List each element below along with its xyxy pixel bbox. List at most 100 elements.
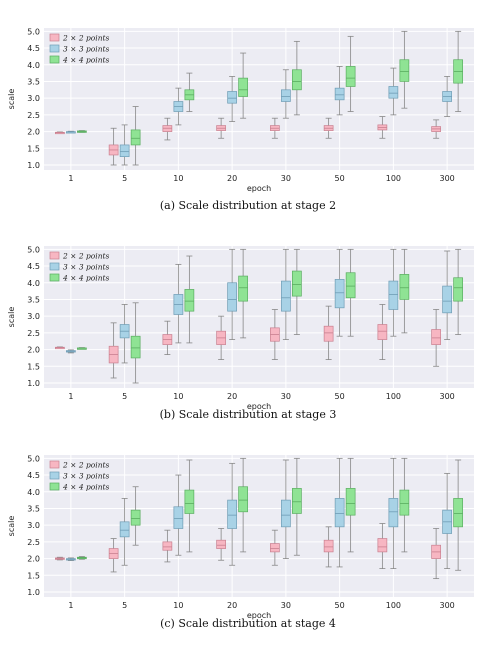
x-tick-label: 10 — [173, 601, 183, 610]
box-body — [119, 144, 130, 157]
box-2-2-points-1 — [55, 556, 65, 561]
box-body — [345, 488, 356, 516]
legend-label: 3 × 3 points — [63, 45, 110, 54]
y-tick-label: 1.0 — [27, 379, 40, 388]
plot-area — [44, 246, 474, 388]
box-4-4-points-10 — [184, 459, 195, 553]
box-2-2-points-100 — [377, 523, 388, 570]
box-4-4-points-20 — [238, 52, 248, 119]
box-body — [334, 279, 345, 309]
box-body — [399, 489, 410, 516]
x-tick-label: 300 — [439, 392, 454, 401]
box-4-4-points-5 — [130, 106, 141, 166]
legend-label: 2 × 2 points — [62, 461, 110, 470]
y-tick-label: 4.0 — [27, 61, 40, 70]
box-3-3-points-100 — [388, 67, 399, 116]
plot-area — [44, 455, 474, 597]
y-tick-label: 4.0 — [27, 279, 40, 288]
legend-swatch — [49, 262, 60, 271]
x-tick-label: 50 — [335, 174, 345, 183]
box-2-2-points-300 — [431, 528, 441, 580]
legend-label: 4 × 4 points — [62, 56, 110, 65]
legend-label: 4 × 4 points — [62, 483, 110, 492]
box-body — [119, 521, 130, 538]
y-tick-label: 2.0 — [27, 128, 40, 137]
box-body — [270, 543, 280, 553]
chart-panel-stage-4: 1.0 1.5 2.0 2.5 3.0 3.5 4.0 4.5 5.0 1 5 10 20 30 50 100… — [0, 427, 496, 622]
box-3-3-points-5 — [119, 498, 130, 566]
box-body — [334, 498, 345, 528]
x-tick-label: 30 — [281, 392, 291, 401]
box-3-3-points-30 — [281, 459, 291, 559]
box-body — [323, 539, 334, 553]
box-2-2-points-50 — [323, 526, 334, 568]
box-4-4-points-300 — [453, 30, 463, 112]
box-3-3-points-50 — [334, 248, 345, 337]
box-2-2-points-50 — [323, 305, 334, 361]
box-plot-stage-3: 1.0 1.5 2.0 2.5 3.0 3.5 4.0 4.5 5.0 1 5 10 20 30 50 100… — [7, 245, 474, 411]
box-body — [184, 489, 195, 514]
x-tick-label: 30 — [281, 601, 291, 610]
y-tick-label: 3.0 — [27, 521, 40, 530]
x-tick-label: 1 — [68, 174, 73, 183]
legend: 2 × 2 points 3 × 3 points 4 × 4 points — [49, 33, 110, 65]
box-2-2-points-10 — [162, 529, 173, 563]
box-body — [130, 509, 141, 526]
legend-label: 2 × 2 points — [62, 252, 110, 261]
box-4-4-points-1 — [77, 130, 87, 133]
x-tick-label: 10 — [173, 392, 183, 401]
legend-swatch — [49, 55, 60, 64]
x-tick-label: 30 — [281, 174, 291, 183]
legend-swatch — [49, 273, 60, 282]
box-body — [453, 277, 463, 302]
box-body — [431, 329, 441, 345]
legend-swatch — [49, 460, 60, 469]
y-axis-label: scale — [7, 89, 16, 110]
box-2-2-points-300 — [431, 119, 441, 139]
box-body — [292, 69, 302, 91]
y-tick-label: 1.0 — [27, 588, 40, 597]
box-body — [227, 282, 237, 312]
box-plot-stage-4: 1.0 1.5 2.0 2.5 3.0 3.5 4.0 4.5 5.0 1 5 10 20 30 50 100… — [7, 454, 474, 620]
chart-panel-stage-3: 1.0 1.5 2.0 2.5 3.0 3.5 4.0 4.5 5.0 1 5 10 20 30 50 100… — [0, 218, 496, 413]
x-tick-label: 10 — [173, 174, 183, 183]
box-3-3-points-300 — [442, 472, 452, 570]
figure-caption-c: (c) Scale distribution at stage 4 — [160, 617, 336, 630]
box-3-3-points-50 — [334, 66, 345, 116]
box-2-2-points-5 — [108, 538, 119, 573]
x-tick-label: 20 — [227, 174, 237, 183]
legend-swatch — [49, 33, 60, 42]
box-3-3-points-300 — [442, 76, 452, 117]
x-tick-label: 50 — [335, 601, 345, 610]
box-2-2-points-1 — [55, 346, 65, 350]
box-3-3-points-50 — [334, 457, 345, 568]
box-4-4-points-300 — [453, 248, 463, 335]
box-2-2-points-50 — [323, 117, 334, 139]
x-tick-label: 300 — [439, 174, 454, 183]
box-body — [227, 499, 237, 529]
x-tick-label: 5 — [122, 601, 127, 610]
legend-swatch — [49, 482, 60, 491]
box-3-3-points-100 — [388, 248, 399, 337]
y-tick-label: 4.5 — [27, 471, 40, 480]
y-tick-label: 2.5 — [27, 111, 40, 120]
y-tick-label: 5.0 — [27, 245, 40, 254]
y-axis-label: scale — [7, 307, 16, 328]
box-body — [238, 77, 248, 97]
box-body — [345, 272, 356, 299]
box-body — [130, 335, 141, 359]
box-2-2-points-1 — [55, 131, 65, 135]
y-tick-label: 3.5 — [27, 295, 40, 304]
box-4-4-points-300 — [453, 459, 463, 571]
box-2-2-points-20 — [216, 117, 226, 139]
box-body — [399, 59, 410, 82]
box-2-2-points-10 — [162, 117, 173, 141]
box-body — [388, 280, 399, 310]
box-3-3-points-5 — [119, 124, 130, 166]
x-axis-label: epoch — [247, 184, 271, 193]
box-body — [281, 499, 291, 528]
box-4-4-points-10 — [184, 72, 195, 112]
box-body — [292, 270, 302, 297]
box-4-4-points-50 — [345, 35, 356, 112]
box-4-4-points-20 — [238, 248, 248, 339]
